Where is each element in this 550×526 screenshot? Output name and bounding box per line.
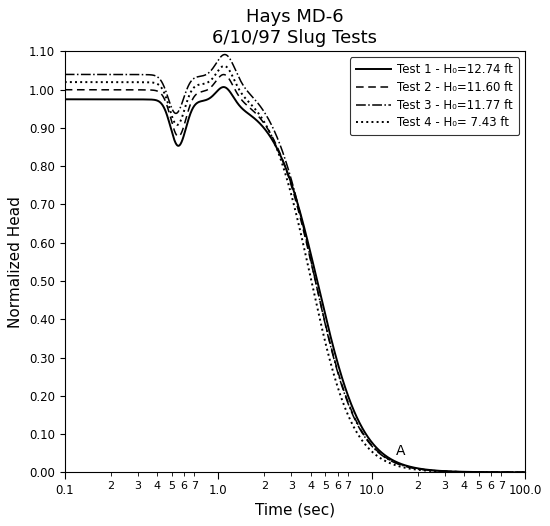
Test 1 - H₀=12.74 ft: [509, 469, 515, 476]
Test 3 - H₀=11.77 ft: [62, 71, 68, 77]
Test 4 - H₀= 7.43 ft: [221, 63, 227, 69]
Test 4 - H₀= 7.43 ft: [424, 468, 431, 474]
Test 2 - H₀=11.60 ft: [509, 469, 515, 476]
Line: Test 2 - H₀=11.60 ft: Test 2 - H₀=11.60 ft: [65, 75, 525, 472]
Test 4 - H₀= 7.43 ft: [85, 79, 91, 85]
Test 1 - H₀=12.74 ft: [221, 84, 227, 90]
Test 2 - H₀=11.60 ft: [221, 72, 227, 78]
Test 1 - H₀=12.74 ft: [285, 173, 292, 179]
Legend: Test 1 - H₀=12.74 ft, Test 2 - H₀=11.60 ft, Test 3 - H₀=11.77 ft, Test 4 - H₀= 7: Test 1 - H₀=12.74 ft, Test 2 - H₀=11.60 …: [350, 57, 519, 135]
Test 3 - H₀=11.77 ft: [222, 52, 228, 58]
Line: Test 1 - H₀=12.74 ft: Test 1 - H₀=12.74 ft: [65, 87, 525, 472]
Test 2 - H₀=11.60 ft: [85, 87, 91, 93]
Y-axis label: Normalized Head: Normalized Head: [8, 196, 23, 328]
Test 3 - H₀=11.77 ft: [522, 469, 529, 476]
Test 4 - H₀= 7.43 ft: [509, 469, 515, 476]
Test 4 - H₀= 7.43 ft: [273, 145, 280, 151]
Test 2 - H₀=11.60 ft: [522, 469, 529, 476]
Title: Hays MD-6
6/10/97 Slug Tests: Hays MD-6 6/10/97 Slug Tests: [212, 8, 377, 47]
Line: Test 3 - H₀=11.77 ft: Test 3 - H₀=11.77 ft: [65, 55, 525, 472]
Test 3 - H₀=11.77 ft: [85, 72, 91, 78]
Test 2 - H₀=11.60 ft: [424, 467, 431, 473]
Test 3 - H₀=11.77 ft: [508, 469, 515, 476]
Test 4 - H₀= 7.43 ft: [522, 469, 529, 476]
Test 1 - H₀=12.74 ft: [85, 96, 91, 103]
Test 1 - H₀=12.74 ft: [522, 469, 529, 476]
Line: Test 4 - H₀= 7.43 ft: Test 4 - H₀= 7.43 ft: [65, 66, 525, 472]
Test 1 - H₀=12.74 ft: [508, 469, 515, 476]
Test 2 - H₀=11.60 ft: [273, 142, 280, 148]
Test 3 - H₀=11.77 ft: [273, 133, 280, 139]
Test 3 - H₀=11.77 ft: [285, 168, 292, 174]
Text: A: A: [397, 444, 406, 458]
Test 1 - H₀=12.74 ft: [273, 144, 280, 150]
Test 4 - H₀= 7.43 ft: [62, 79, 68, 85]
Test 4 - H₀= 7.43 ft: [285, 182, 292, 188]
Test 1 - H₀=12.74 ft: [62, 96, 68, 103]
Test 3 - H₀=11.77 ft: [509, 469, 515, 476]
Test 4 - H₀= 7.43 ft: [508, 469, 515, 476]
Test 2 - H₀=11.60 ft: [62, 87, 68, 93]
Test 3 - H₀=11.77 ft: [424, 467, 431, 473]
Test 2 - H₀=11.60 ft: [285, 174, 292, 180]
Test 2 - H₀=11.60 ft: [508, 469, 515, 476]
Test 1 - H₀=12.74 ft: [424, 467, 431, 473]
X-axis label: Time (sec): Time (sec): [255, 503, 335, 518]
